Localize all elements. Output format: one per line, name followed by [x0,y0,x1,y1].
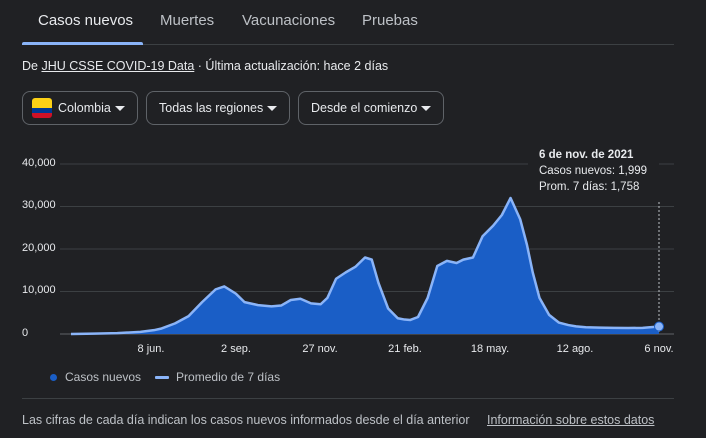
x-tick-label: 18 may. [470,343,510,355]
chart-legend: Casos nuevos Promedio de 7 días [50,370,280,384]
region-label: Todas las regiones [159,101,264,115]
last-updated: · Última actualización: hace 2 días [197,59,389,73]
seven-day-average-line [70,196,660,336]
tab-pruebas[interactable]: Pruebas [362,12,418,29]
cases-legend-dot-icon [50,373,57,381]
active-tab-indicator [22,42,143,45]
period-dropdown[interactable]: Desde el comienzo [298,91,444,125]
average-legend-line-icon [155,375,170,379]
legend-average-label: Promedio de 7 días [176,370,281,384]
caret-down-icon [421,106,431,111]
country-dropdown[interactable]: Colombia [22,91,138,125]
y-tick-label: 10,000 [22,284,56,296]
tooltip-average: Prom. 7 días: 1,758 [539,181,640,193]
tab-vacunaciones[interactable]: Vacunaciones [242,12,336,29]
x-tick-label: 21 feb. [388,343,422,355]
daily-cases-area [71,198,659,334]
x-tick-label: 27 nov. [302,343,338,355]
tab-muertes[interactable]: Muertes [160,12,215,29]
period-label: Desde el comienzo [311,101,418,115]
y-tick-label: 20,000 [22,242,56,254]
caret-down-icon [115,106,125,111]
x-tick-label: 12 ago. [556,343,594,355]
y-tick-label: 0 [22,327,29,339]
country-label: Colombia [58,101,111,115]
x-tick-label: 6 nov. [644,343,674,355]
y-tick-label: 40,000 [22,157,56,169]
x-tick-label: 8 jun. [137,343,165,355]
tooltip-date: 6 de nov. de 2021 [539,149,634,161]
x-tick-label: 2 sep. [221,343,251,355]
data-info-link[interactable]: Información sobre estos datos [486,413,655,427]
chart-tooltip: 6 de nov. de 2021 Casos nuevos: 1,999 Pr… [528,139,659,201]
tab-bar: Casos nuevos Muertes Vacunaciones Prueba… [22,0,674,45]
colombia-flag-icon [32,98,52,118]
y-tick-label: 30,000 [22,199,56,211]
source-prefix: De [22,59,38,73]
tab-casos-nuevos[interactable]: Casos nuevos [38,12,134,29]
source-link[interactable]: JHU CSSE COVID-19 Data [41,59,195,73]
source-line: De JHU CSSE COVID-19 Data · Última actua… [22,59,388,73]
footer: Las cifras de cada día indican los casos… [22,398,674,427]
tooltip-cases: Casos nuevos: 1,999 [539,165,648,177]
caret-down-icon [267,106,277,111]
legend-cases-label: Casos nuevos [65,370,142,384]
region-dropdown[interactable]: Todas las regiones [146,91,290,125]
hover-point [654,321,664,332]
footer-note: Las cifras de cada día indican los casos… [22,413,470,427]
